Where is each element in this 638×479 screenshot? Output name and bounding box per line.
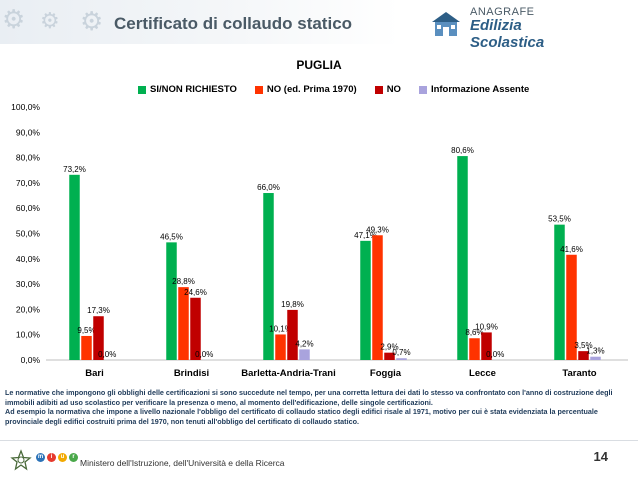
footer: m i u r Ministero dell'Istruzione, dell'… [0,440,638,479]
data-label: 17,3% [87,306,110,315]
legend-item: Informazione Assente [418,84,530,95]
bar [372,235,383,360]
bar-chart: 0,0% 10,0% 20,0% 30,0% 40,0% 50,0% 60,0% 70,0% 8… [11,102,628,379]
bar [166,242,177,360]
y-tick-label: 80,0% [16,153,41,163]
data-label: 2,9% [380,343,398,352]
y-tick-label: 10,0% [16,330,41,340]
data-label: 0,7% [392,348,410,357]
data-label: 19,8% [281,300,304,309]
gear-icon: ⚙ [2,4,26,34]
y-tick-label: 30,0% [16,279,41,289]
y-tick-label: 0,0% [21,355,41,365]
chart-title: PUGLIA [296,58,342,72]
data-label: 47,1% [354,231,377,240]
bar [566,254,577,360]
legend-swatch [138,85,146,94]
bar [469,338,480,360]
chart-legend: SI/NON RICHIESTO NO (ed. Prima 1970) NO … [138,84,529,95]
note-paragraph: Le normative che impongono gli obblighi … [5,388,613,407]
legend-item: NO [374,84,401,95]
x-tick-label: Bari [85,368,103,379]
data-label: 8,6% [465,328,483,337]
page-number: 14 [593,449,608,464]
legend-swatch [254,85,263,94]
logo-top-text: ANAGRAFE [470,6,535,18]
bar [578,351,589,360]
data-label: 10,9% [475,322,498,331]
bar [590,356,601,360]
x-tick-label: Foggia [370,368,402,379]
y-tick-label: 70,0% [16,178,41,188]
x-tick-label: Brindisi [174,368,209,379]
notes: Le normative che impongono gli obblighi … [5,388,633,426]
data-label: 3,5% [574,341,592,350]
bar [396,358,407,360]
gear-icon: ⚙ [40,8,60,33]
bar [287,309,298,360]
x-tick-label: Barletta-Andria-Trani [241,368,336,379]
miur-letter: r [69,453,78,462]
bar [481,332,492,360]
legend-swatch [374,85,383,94]
x-tick-label: Taranto [562,368,596,379]
bar [263,193,274,360]
legend-label: NO [386,84,401,95]
legend-swatch [418,85,427,94]
miur-letter: i [47,453,56,462]
bar [457,156,468,360]
x-tick-label: Lecce [469,368,496,379]
y-tick-label: 100,0% [11,102,40,112]
bar [93,316,104,360]
school-building-icon [432,12,460,36]
y-tick-label: 90,0% [16,127,41,137]
data-label: 80,6% [451,146,474,155]
bar [275,334,286,360]
header: ⚙ ⚙ ⚙ Certificato di collaudo statico AN… [0,0,638,51]
data-label: 9,5% [77,326,95,335]
legend-item: SI/NON RICHIESTO [138,84,237,95]
bar [554,224,565,360]
data-label: 0,0% [486,350,504,359]
legend-label: SI/NON RICHIESTO [150,84,237,95]
legend-item: NO (ed. Prima 1970) [254,84,357,95]
page-title: Certificato di collaudo statico [114,14,353,33]
data-label: 53,5% [548,215,571,224]
republic-emblem-icon [10,449,32,471]
note-paragraph: Ad esempio la normativa che impone a liv… [5,407,598,426]
data-label: 0,0% [98,350,116,359]
y-tick-label: 20,0% [16,304,41,314]
bar [178,287,189,360]
header-band [0,0,400,44]
data-label: 41,6% [560,245,583,254]
bar [360,240,371,360]
data-label: 10,1% [269,324,292,333]
bar [384,352,395,360]
logo: ANAGRAFE Edilizia Scolastica [428,6,570,51]
bar [69,174,80,360]
legend-label: NO (ed. Prima 1970) [266,84,357,95]
data-label: 0,0% [195,350,213,359]
bar [299,349,310,360]
miur-letter: u [58,453,67,462]
miur-logo: m i u r [36,453,78,462]
data-label: 28,8% [172,277,195,286]
bar [190,297,201,360]
ministry-name: Ministero dell'Istruzione, dell'Universi… [80,458,285,468]
gear-icon: ⚙ [80,6,104,36]
data-label: 49,3% [366,225,389,234]
data-label: 24,6% [184,288,207,297]
legend-label: Informazione Assente [430,84,530,95]
miur-letter: m [36,453,45,462]
data-label: 73,2% [63,165,86,174]
bar [81,335,92,360]
data-label: 1,3% [586,347,604,356]
logo-bottom-text: Edilizia Scolastica [470,17,545,51]
y-tick-label: 60,0% [16,203,41,213]
y-tick-label: 40,0% [16,254,41,264]
data-label: 46,5% [160,232,183,241]
y-tick-label: 50,0% [16,229,41,239]
data-label: 4,2% [295,339,313,348]
data-label: 66,0% [257,183,280,192]
